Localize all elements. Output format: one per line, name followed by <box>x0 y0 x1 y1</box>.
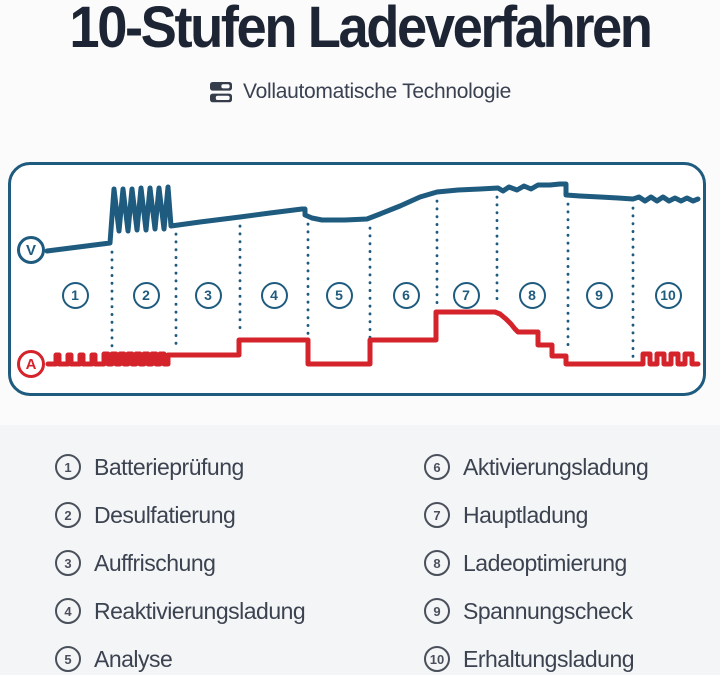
chart-stage-number-5: 5 <box>325 281 353 309</box>
legend-item-10: 10 Erhaltungsladung <box>424 646 648 672</box>
chart-stage-number-8: 8 <box>518 281 546 309</box>
legend-item-8: 8 Ladeoptimierung <box>424 550 648 576</box>
chart-stage-number-6: 6 <box>392 281 420 309</box>
chart-card <box>8 162 706 396</box>
legend-number-badge: 1 <box>55 454 81 480</box>
legend-item-9: 9 Spannungscheck <box>424 598 648 624</box>
legend-column-right: 6 Aktivierungsladung 7 Hauptladung 8 Ladeopti… <box>424 453 649 672</box>
legend-label: Aktivierungsladung <box>463 453 649 480</box>
legend-item-6: 6 Aktivierungsladung <box>424 453 649 480</box>
chart-stage-number-3: 3 <box>194 281 222 309</box>
legend-label: Desulfatierung <box>94 501 236 528</box>
subtitle-text: Vollautomatische Technologie <box>243 80 511 103</box>
stack-icon <box>209 81 233 104</box>
chart-stage-number-7: 7 <box>452 281 480 309</box>
legend-label: Ladeoptimierung <box>463 549 627 576</box>
legend-label: Erhaltungsladung <box>463 645 635 672</box>
legend-label: Analyse <box>94 645 173 672</box>
legend-item-2: 2 Desulfatierung <box>55 502 305 528</box>
chart-stage-number-2: 2 <box>132 281 160 309</box>
subtitle-row: Vollautomatische Technologie <box>0 80 720 104</box>
legend-number-badge: 9 <box>424 598 450 624</box>
legend-item-7: 7 Hauptladung <box>424 502 648 528</box>
legend-label: Hauptladung <box>463 501 588 528</box>
legend-number-badge: 6 <box>424 454 450 480</box>
legend-number-badge: 7 <box>424 502 450 528</box>
legend-number-badge: 2 <box>55 502 81 528</box>
legend-number-badge: 5 <box>55 646 81 672</box>
chart-stage-number-4: 4 <box>260 281 288 309</box>
legend-item-4: 4 Reaktivierungsladung <box>55 597 306 624</box>
legend-item-1: 1 Batterieprüfung <box>55 454 305 480</box>
legend-item-5: 5 Analyse <box>55 646 305 672</box>
voltage-symbol: V <box>17 236 45 264</box>
legend-number-badge: 4 <box>55 598 81 624</box>
legend-label: Reaktivierungsladung <box>94 597 306 624</box>
legend-column-left: 1 Batterieprüfung 2 Desulfatierung 3 Auffrisc… <box>55 454 306 672</box>
legend-number-badge: 10 <box>424 646 450 672</box>
legend-item-3: 3 Auffrischung <box>55 550 305 576</box>
legend-number-badge: 8 <box>424 550 450 576</box>
chart-stage-number-10: 10 <box>654 281 682 309</box>
page-title: 10-Stufen Ladeverfahren <box>69 0 653 60</box>
top-section: 10-Stufen Ladeverfahren Vollautomatische… <box>0 0 720 396</box>
legend-number-badge: 3 <box>55 550 81 576</box>
legend-label: Spannungscheck <box>463 597 633 624</box>
chart-stage-number-9: 9 <box>585 281 613 309</box>
chart-stage-number-1: 1 <box>61 281 89 309</box>
legend-label: Auffrischung <box>94 549 216 576</box>
legend-label: Batterieprüfung <box>94 453 244 480</box>
legend-section: 1 Batterieprüfung 2 Desulfatierung 3 Auffrisc… <box>0 425 720 675</box>
current-symbol: A <box>17 350 45 378</box>
